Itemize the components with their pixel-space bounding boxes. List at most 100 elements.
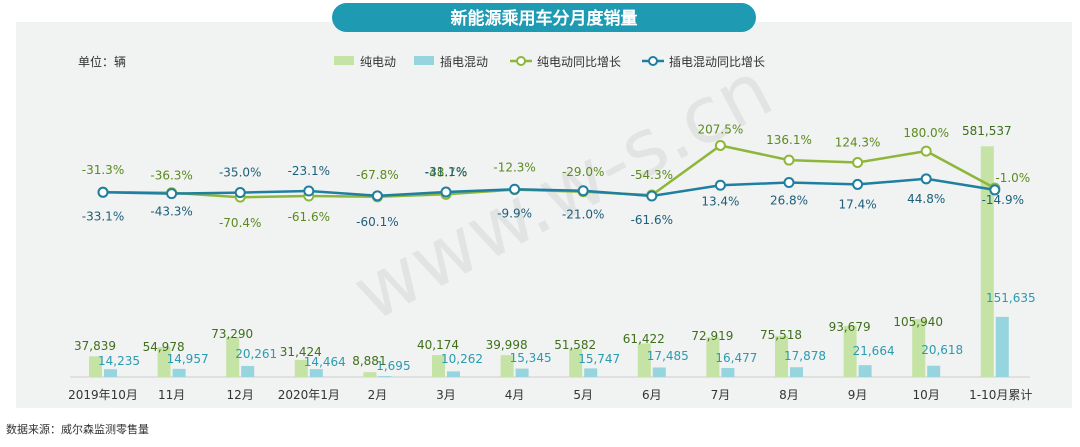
bar-bev — [294, 359, 308, 377]
bar-label-bev: 581,537 — [962, 124, 1012, 138]
x-tick-label: 9月 — [848, 388, 868, 402]
line-phev-growth-point — [577, 185, 589, 197]
bar-bev — [157, 347, 171, 377]
bar-phev — [172, 368, 186, 377]
unit-label: 单位：辆 — [78, 54, 126, 69]
line-phev-growth-label: -21.0% — [562, 208, 604, 222]
legend-marker-phev-growth — [648, 56, 658, 66]
bar-bev — [980, 146, 994, 377]
legend-swatch-phev — [414, 56, 434, 65]
bar-label-phev: 17,878 — [784, 349, 826, 363]
line-phev-growth-label: 26.8% — [770, 194, 808, 208]
line-phev-growth-label: -35.0% — [219, 166, 261, 180]
legend-label-phev: 插电混动 — [440, 55, 488, 69]
line-bev-growth-label: -36.3% — [150, 169, 192, 183]
x-tick-labels: 2019年10月 11月 12月 2020年1月 2月 3月 4月 5月 6月 7月 8月 9月 10月… — [68, 388, 1032, 402]
line-phev-growth-point — [852, 178, 864, 190]
bar-label-phev: 10,262 — [441, 352, 483, 366]
bar-label-bev: 39,998 — [486, 338, 528, 352]
bar-label-phev: 15,747 — [578, 352, 620, 366]
bar-bev — [706, 337, 720, 377]
bar-bev — [226, 337, 240, 377]
line-bev-growth-label: -48.7% — [425, 165, 467, 179]
bar-bev — [432, 355, 445, 377]
bar-phev — [652, 367, 666, 377]
line-bev-growth-label: -12.3% — [493, 161, 535, 175]
line-phev-growth-point — [303, 185, 315, 197]
x-tick-label: 8月 — [779, 388, 799, 402]
bar-bev — [89, 356, 102, 377]
line-phev-growth-point — [234, 187, 246, 199]
bar-label-phev: 151,635 — [986, 291, 1036, 305]
x-tick-label: 2月 — [368, 388, 388, 402]
bar-phev — [790, 367, 803, 377]
line-phev-growth-label: -60.1% — [356, 215, 398, 229]
x-tick-label: 6月 — [642, 388, 662, 402]
bar-phev — [858, 365, 872, 377]
bar-label-bev: 8,881 — [352, 354, 386, 368]
x-tick-label: 3月 — [436, 388, 456, 402]
bar-phev — [378, 376, 392, 377]
line-bev-growth-point — [852, 157, 864, 169]
line-phev-growth-label: -61.6% — [631, 213, 673, 227]
bar-label-bev: 75,518 — [760, 328, 802, 342]
line-phev-growth-label: -31.1% — [425, 165, 467, 179]
bar-label-bev: 31,424 — [280, 345, 322, 359]
bar-phev — [721, 368, 735, 377]
chart-title: 新能源乘用车分月度销量 — [451, 8, 638, 29]
bar-label-phev: 14,957 — [167, 352, 209, 366]
line-phev-growth-label: -23.1% — [288, 164, 330, 178]
bars-layer — [89, 146, 1009, 377]
bar-bev — [775, 335, 788, 377]
legend-marker-bev-growth — [516, 56, 526, 66]
x-tick-label: 2020年1月 — [278, 388, 340, 402]
line-phev-growth-point — [714, 179, 726, 191]
line-bev-growth-label: -29.0% — [562, 165, 604, 179]
source-note: 数据来源：威尔森监测零售量 — [6, 422, 149, 436]
line-bev-growth-label: -31.3% — [82, 163, 124, 177]
x-tick-label: 2019年10月 — [68, 388, 138, 402]
bar-label-phev: 20,261 — [235, 347, 277, 361]
bar-label-bev: 61,422 — [623, 332, 665, 346]
line-phev-growth-label: 13.4% — [701, 194, 739, 208]
lines-layer — [97, 139, 1001, 203]
line-phev-growth-label: -14.9% — [982, 193, 1024, 207]
line-phev-growth-point — [371, 190, 383, 202]
plot-background — [16, 22, 1072, 408]
bar-bev — [363, 372, 377, 377]
line-phev-growth-point — [989, 184, 1001, 196]
line-phev-growth-point — [166, 188, 178, 200]
bar-label-bev: 37,839 — [74, 339, 116, 353]
bar-label-phev: 14,235 — [98, 354, 140, 368]
bar-phev — [241, 365, 255, 377]
bar-bev — [569, 348, 583, 377]
line-bev-growth-label: -1.0% — [995, 171, 1030, 185]
x-tick-label: 1-10月累计 — [969, 388, 1032, 402]
line-phev-growth-point — [97, 186, 109, 198]
bar-label-bev: 51,582 — [554, 338, 596, 352]
line-phev-growth-point — [440, 186, 452, 198]
x-tick-label: 7月 — [711, 388, 731, 402]
title-pill — [332, 3, 756, 32]
line-phev-growth-label: 17.4% — [839, 197, 877, 211]
line-phev-growth-point — [646, 190, 658, 202]
line-bev-growth-point — [920, 145, 932, 157]
bar-label-phev: 17,485 — [647, 349, 689, 363]
bar-label-bev: 54,978 — [143, 340, 185, 354]
x-tick-label: 12月 — [227, 388, 254, 402]
line-bev-growth-label: 124.3% — [835, 136, 881, 150]
line-phev-growth-label: 44.8% — [907, 192, 945, 206]
line-bev-growth-label: 180.0% — [903, 126, 949, 140]
legend-label-phev-growth: 插电混动同比增长 — [669, 55, 765, 69]
line-phev-growth-label: -43.3% — [150, 205, 192, 219]
bar-phev — [309, 369, 323, 377]
line-bev-growth-label: -61.6% — [288, 210, 330, 224]
bar-phev — [447, 371, 460, 377]
x-tick-label: 11月 — [158, 388, 185, 402]
line-bev-growth-label: -70.4% — [219, 216, 261, 230]
bar-phev — [104, 369, 117, 377]
bar-label-phev: 14,464 — [304, 355, 346, 369]
line-bev-growth-label: -54.3% — [631, 168, 673, 182]
line-bev-growth-label: 136.1% — [766, 133, 812, 147]
